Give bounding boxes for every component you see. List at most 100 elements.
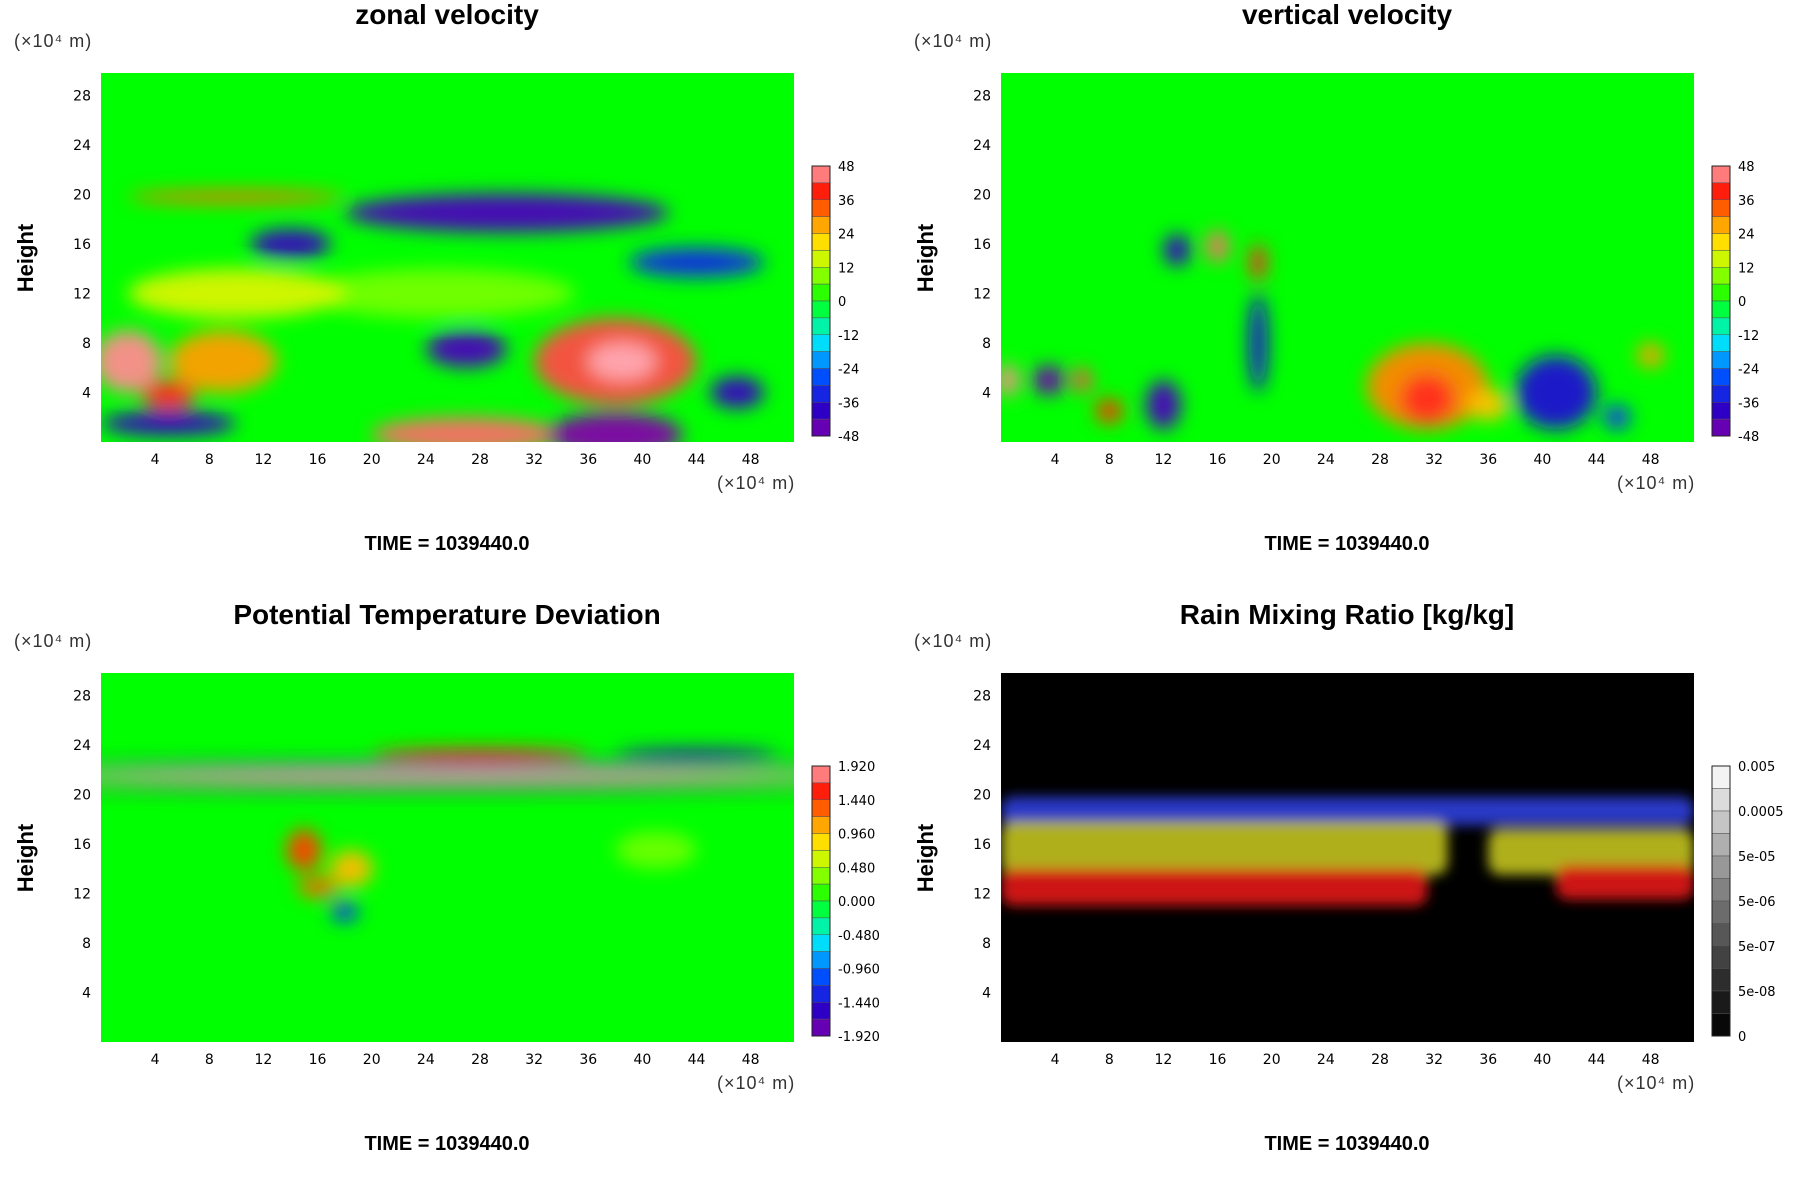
rain-layer-red [1001, 868, 1428, 906]
colorbar-band [811, 934, 831, 952]
x-tick-label: 36 [1479, 452, 1497, 468]
time-label: TIME = 1039440.0 [1264, 533, 1430, 555]
colorbar-label: -0.960 [838, 963, 880, 978]
colorbar-band [1711, 385, 1731, 403]
colorbar-band [811, 1002, 831, 1020]
y-tick-label: 28 [973, 688, 991, 704]
colorbar-band [1711, 283, 1731, 302]
vertical-velocity-panel: vertical velocity (×10⁴ m) (×10⁴ m) Heig… [900, 0, 1800, 600]
field-feature [1248, 293, 1268, 393]
y-tick-label: 28 [73, 688, 91, 704]
field-feature [304, 268, 575, 319]
y-tick-label: 12 [73, 286, 91, 302]
y-tick-label: 20 [973, 187, 991, 203]
colorbar-band [811, 385, 831, 403]
field-feature [371, 748, 589, 761]
colorbar-label: -1.440 [838, 996, 880, 1011]
colorbar-label: 0.960 [838, 828, 875, 843]
heatmap-field [1001, 673, 1694, 1042]
field-feature [588, 342, 656, 381]
y-tick-label: 4 [982, 385, 991, 401]
colorbar-band [1711, 351, 1731, 369]
colorbar-band [1711, 900, 1731, 924]
colorbar-band [1711, 833, 1731, 857]
y-tick-label: 24 [973, 738, 991, 754]
field-feature [101, 411, 237, 436]
colorbar-band [1711, 233, 1731, 251]
colorbar-band [1711, 855, 1731, 879]
colorbar-band [1711, 250, 1731, 268]
x-tick-label: 20 [1263, 1052, 1281, 1068]
x-unit-label: (×10⁴ m) [1617, 473, 1696, 493]
y-tick-label: 28 [73, 88, 91, 104]
x-tick-label: 16 [309, 1052, 327, 1068]
field-feature [628, 247, 765, 278]
colorbar-band [811, 351, 831, 369]
colorbar-band [811, 368, 831, 386]
field-feature [615, 831, 697, 869]
chart-title: zonal velocity [355, 0, 539, 30]
zonal-velocity-panel: zonal velocity (×10⁴ m) (×10⁴ m) Height … [0, 0, 900, 600]
field-feature [615, 748, 778, 759]
colorbar-border [1711, 165, 1731, 437]
field-feature [297, 877, 338, 898]
colorbar-band [1711, 968, 1731, 992]
field-feature [128, 268, 345, 319]
y-tick-label: 4 [982, 985, 991, 1001]
x-tick-label: 40 [1533, 452, 1551, 468]
colorbar-label: -0.480 [838, 929, 880, 944]
potential-temperature-panel: Potential Temperature Deviation (×10⁴ m)… [0, 600, 900, 1200]
colorbar-label: 5e-05 [1738, 850, 1776, 865]
colorbar-band [811, 951, 831, 969]
colorbar-band [811, 1018, 831, 1037]
field-feature [1400, 373, 1455, 424]
colorbar-band [1711, 878, 1731, 902]
field-feature [1072, 367, 1092, 393]
colorbar-band [811, 300, 831, 319]
y-tick-label: 16 [73, 837, 91, 853]
colorbar-band [1711, 402, 1731, 420]
colorbar-label: 5e-07 [1738, 940, 1776, 955]
colorbar-band [811, 799, 831, 817]
colorbar-band [811, 968, 831, 986]
field-feature [329, 850, 374, 888]
colorbar-label: -1.920 [838, 1030, 880, 1045]
field-feature [1515, 355, 1597, 430]
colorbar-label: -12 [1738, 329, 1759, 344]
colorbar-label: 5e-08 [1738, 985, 1776, 1000]
field-feature [371, 417, 562, 442]
colorbar-band [1711, 267, 1731, 285]
y-tick-label: 16 [73, 237, 91, 253]
colorbar-band [811, 199, 831, 217]
x-tick-label: 44 [1588, 1052, 1606, 1068]
colorbar-border [811, 165, 831, 437]
x-tick-label: 16 [1209, 1052, 1227, 1068]
colorbar-band [811, 900, 831, 919]
x-tick-label: 12 [255, 1052, 273, 1068]
x-tick-label: 8 [205, 452, 214, 468]
colorbar-band [811, 782, 831, 800]
colorbar-label: 12 [838, 261, 855, 276]
x-tick-label: 32 [525, 452, 543, 468]
colorbar-label: -24 [1738, 363, 1759, 378]
y-tick-label: 24 [973, 138, 991, 154]
colorbar: 48 36 24 12 0 -12 -24 -36 -48 [811, 160, 859, 445]
colorbar-band [1711, 216, 1731, 234]
field-feature [1467, 388, 1509, 421]
colorbar-label: 12 [1738, 261, 1755, 276]
x-tick-label: 8 [1105, 452, 1114, 468]
y-tick-label: 16 [973, 237, 991, 253]
colorbar-label: 24 [1738, 228, 1755, 243]
colorbar-band [811, 233, 831, 251]
colorbar-band [1711, 923, 1731, 947]
colorbar-band [811, 917, 831, 935]
chart-title: Potential Temperature Deviation [233, 599, 661, 630]
colorbar-band [1711, 317, 1731, 335]
colorbar-label: 5e-06 [1738, 895, 1776, 910]
colorbar-band [811, 833, 831, 851]
x-tick-label: 32 [1425, 1052, 1443, 1068]
x-tick-label: 48 [1642, 452, 1660, 468]
colorbar-band [1711, 990, 1731, 1014]
x-tick-label: 8 [205, 1052, 214, 1068]
y-tick-label: 28 [973, 88, 991, 104]
